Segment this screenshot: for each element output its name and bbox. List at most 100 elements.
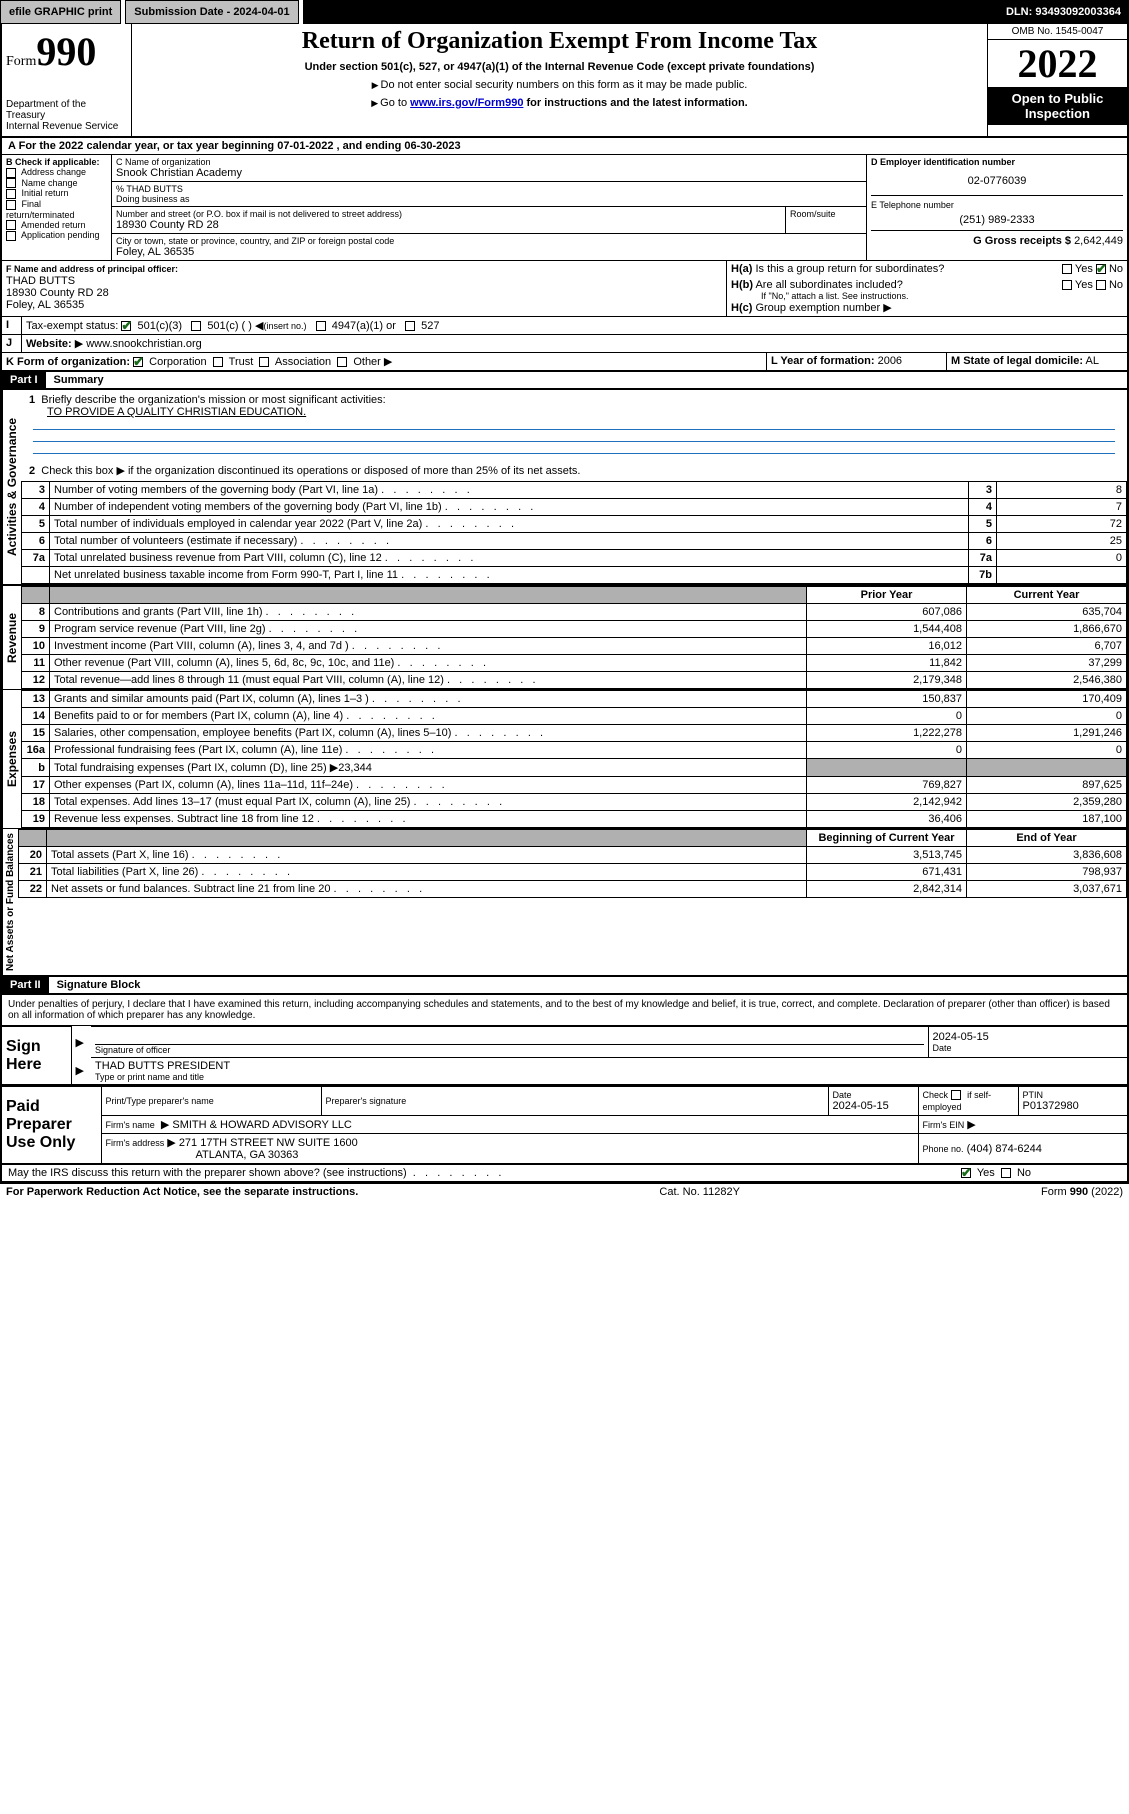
current-value: 170,409 [967,691,1127,708]
g-gross-label: G Gross receipts $ [973,235,1071,247]
paperwork-notice: For Paperwork Reduction Act Notice, see … [6,1186,358,1198]
hb-yes[interactable] [1062,280,1072,290]
discuss-no[interactable] [1001,1168,1011,1178]
part1-body: Activities & Governance 1 Briefly descri… [0,390,1129,586]
prep-date: 2024-05-15 [833,1100,914,1112]
part2-bar: Part II [2,977,49,993]
self-employed-check[interactable] [951,1090,961,1100]
cat-no: Cat. No. 11282Y [659,1186,740,1198]
current-value: 187,100 [967,811,1127,828]
line-desc: Total number of individuals employed in … [50,516,969,533]
line-value: 8 [997,482,1127,499]
officer-city: Foley, AL 36535 [6,299,84,311]
expenses-block: Expenses 13 Grants and similar amounts p… [0,690,1129,829]
line-no: 6 [22,533,50,550]
officer-group-block: F Name and address of principal officer:… [0,261,1129,317]
revenue-table: Prior Year Current Year8 Contributions a… [21,586,1127,689]
i-501c3[interactable] [121,321,131,331]
irs-link[interactable]: www.irs.gov/Form990 [410,97,523,109]
line-no: 7b [969,567,997,584]
prior-value: 150,837 [807,691,967,708]
b-checkbox[interactable] [6,178,16,188]
line-no: 7a [22,550,50,567]
hc-label: Group exemption number [755,302,880,314]
i-4947[interactable] [316,321,326,331]
k-other[interactable] [337,357,347,367]
d-ein-label: D Employer identification number [871,157,1123,167]
org-info-block: B Check if applicable: Address change Na… [0,155,1129,261]
klm-row: K Form of organization: Corporation Trus… [0,353,1129,372]
current-value: 3,836,608 [967,847,1127,864]
line-value: 0 [997,550,1127,567]
i-501c[interactable] [191,321,201,331]
rule-line [33,418,1115,430]
sign-here-block: Sign Here ▶ Signature of officer 2024-05… [0,1026,1129,1086]
line-desc: Total revenue—add lines 8 through 11 (mu… [50,672,807,689]
line-desc: Net unrelated business taxable income fr… [50,567,969,584]
prior-value: 11,842 [807,655,967,672]
i-527[interactable] [405,321,415,331]
k-assoc[interactable] [259,357,269,367]
officer-street: 18930 County RD 28 [6,287,109,299]
revenue-block: Revenue Prior Year Current Year8 Contrib… [0,586,1129,690]
b-checkbox[interactable] [6,189,16,199]
ha-yes[interactable] [1062,264,1072,274]
tax-year: 2022 [988,40,1127,87]
city: Foley, AL 36535 [116,246,862,258]
dba-label: Doing business as [116,194,862,204]
current-value: 0 [967,708,1127,725]
prior-value: 3,513,745 [807,847,967,864]
line-desc: Program service revenue (Part VIII, line… [50,621,807,638]
line-no: 17 [22,777,50,794]
b-check-item: Address change [6,167,107,178]
b-label: B Check if applicable: [6,157,107,167]
line-desc: Number of voting members of the governin… [50,482,969,499]
line-desc: Total number of volunteers (estimate if … [50,533,969,550]
hb-no[interactable] [1096,280,1106,290]
b-checkbox[interactable] [6,200,16,210]
k-corp[interactable] [133,357,143,367]
line-desc: Revenue less expenses. Subtract line 18 … [50,811,807,828]
line-no: 5 [969,516,997,533]
prior-value: 2,842,314 [807,881,967,898]
b-checkbox[interactable] [6,168,16,178]
line-value: 7 [997,499,1127,516]
discuss-q: May the IRS discuss this return with the… [8,1167,961,1179]
activities-table: 3 Number of voting members of the govern… [21,481,1127,584]
side-expenses: Expenses [2,690,21,828]
line-no: b [22,759,50,777]
col-header: Prior Year [807,587,967,604]
prior-value: 671,431 [807,864,967,881]
line-value: 25 [997,533,1127,550]
col-header: Beginning of Current Year [807,830,967,847]
tax-exempt-row: I Tax-exempt status: 501(c)(3) 501(c) ( … [0,317,1129,335]
ha-no[interactable] [1096,264,1106,274]
line-desc: Total assets (Part X, line 16) [47,847,807,864]
declaration: Under penalties of perjury, I declare th… [0,995,1129,1026]
b-checkbox[interactable] [6,220,16,230]
k-trust[interactable] [213,357,223,367]
firm-ein-label: Firm's EIN [923,1120,965,1130]
open-to-public: Open to PublicInspection [988,87,1127,125]
f-label: F Name and address of principal officer: [6,264,178,274]
firm-addr-label: Firm's address [106,1138,165,1148]
firm-addr1: 271 17TH STREET NW SUITE 1600 [179,1137,358,1149]
j-label: Website: [26,338,72,350]
discuss-yes[interactable] [961,1168,971,1178]
submission-date-button[interactable]: Submission Date - 2024-04-01 [125,0,298,24]
b-check-item: Amended return [6,220,107,231]
sig-date: 2024-05-15 [933,1031,1124,1043]
line-no: 5 [22,516,50,533]
room-label: Room/suite [790,209,862,219]
form-header: Form990 Department of the TreasuryIntern… [0,24,1129,138]
part1-header: Part I Summary [0,372,1129,390]
line-desc: Total unrelated business revenue from Pa… [50,550,969,567]
firm-name-label: Firm's name [106,1120,155,1130]
efile-print-button[interactable]: efile GRAPHIC print [0,0,121,24]
line-desc: Investment income (Part VIII, column (A)… [50,638,807,655]
website: www.snookchristian.org [86,338,202,350]
part1-title: Summary [46,372,112,388]
line-desc: Salaries, other compensation, employee b… [50,725,807,742]
line-no: 6 [969,533,997,550]
b-checkbox[interactable] [6,231,16,241]
